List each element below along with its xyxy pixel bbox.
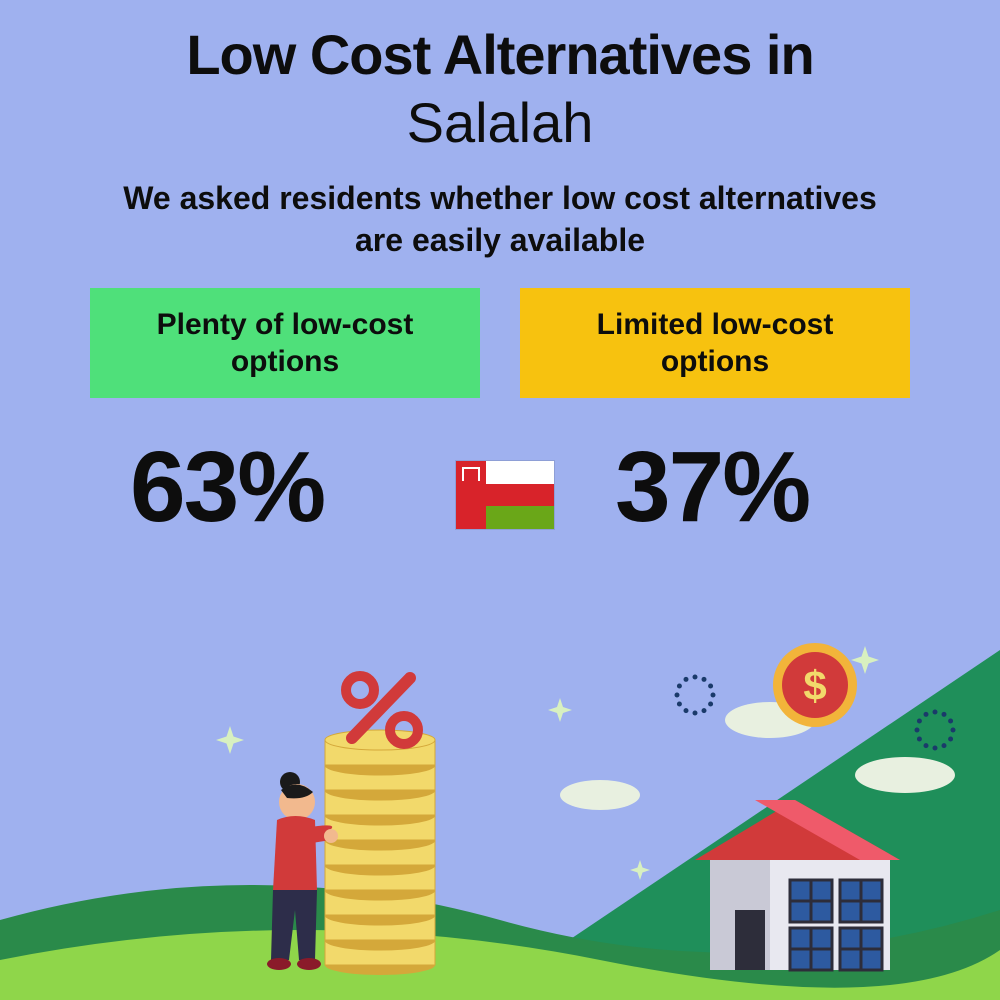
percent-limited: 37% [615, 430, 809, 545]
subtitle: We asked residents whether low cost alte… [100, 178, 900, 261]
percent-plenty: 63% [130, 430, 324, 545]
title-line2: Salalah [0, 90, 1000, 155]
infographic-canvas: Low Cost Alternatives in Salalah We aske… [0, 0, 1000, 1000]
oman-flag-icon [455, 460, 555, 530]
option-plenty-label: Plenty of low-cost options [110, 306, 460, 381]
svg-text:$: $ [803, 662, 826, 709]
option-plenty: Plenty of low-cost options [90, 288, 480, 398]
option-limited-label: Limited low-cost options [540, 306, 890, 381]
cost-illustration: $ [0, 620, 1000, 1000]
title-line1: Low Cost Alternatives in [0, 22, 1000, 87]
option-limited: Limited low-cost options [520, 288, 910, 398]
